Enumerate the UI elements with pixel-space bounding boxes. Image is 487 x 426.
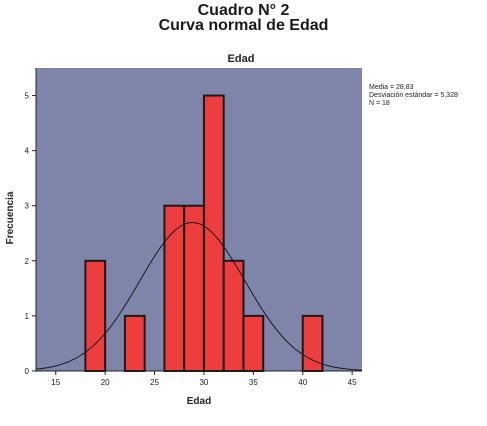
x-tick-label: 45 <box>348 378 357 387</box>
stats-n: N = 18 <box>369 100 390 107</box>
x-tick-label: 35 <box>249 378 258 387</box>
y-tick-label: 1 <box>25 312 30 321</box>
histogram-bar <box>202 94 225 373</box>
y-tick-label: 0 <box>25 367 30 376</box>
x-tick-label: 20 <box>101 378 110 387</box>
x-axis-label: Edad <box>187 396 211 407</box>
histogram-bar <box>183 204 205 372</box>
y-tick-label: 2 <box>25 257 30 266</box>
y-tick-label: 3 <box>25 202 30 211</box>
x-tick-label: 40 <box>298 378 307 387</box>
chart-title: Edad <box>228 53 255 65</box>
figure-heading-line2: Curva normal de Edad <box>158 17 329 34</box>
x-tick-label: 15 <box>51 378 60 387</box>
stats-mean: Media = 28,83 <box>369 84 414 91</box>
histogram-bar <box>222 259 245 372</box>
y-tick-label: 4 <box>25 147 30 156</box>
y-tick-label: 5 <box>25 92 30 101</box>
normal-curve <box>35 221 363 371</box>
stats-std-dev: Desviación estándar = 5,328 <box>369 92 458 99</box>
histogram-bar <box>242 314 265 372</box>
x-tick-label: 30 <box>199 378 208 387</box>
histogram-bar <box>84 259 107 372</box>
histogram-bar <box>123 314 146 372</box>
y-axis-label: Frecuencia <box>5 191 16 244</box>
x-tick-label: 25 <box>150 378 159 387</box>
figure-heading-line1: Cuadro N° 2 <box>197 2 290 19</box>
